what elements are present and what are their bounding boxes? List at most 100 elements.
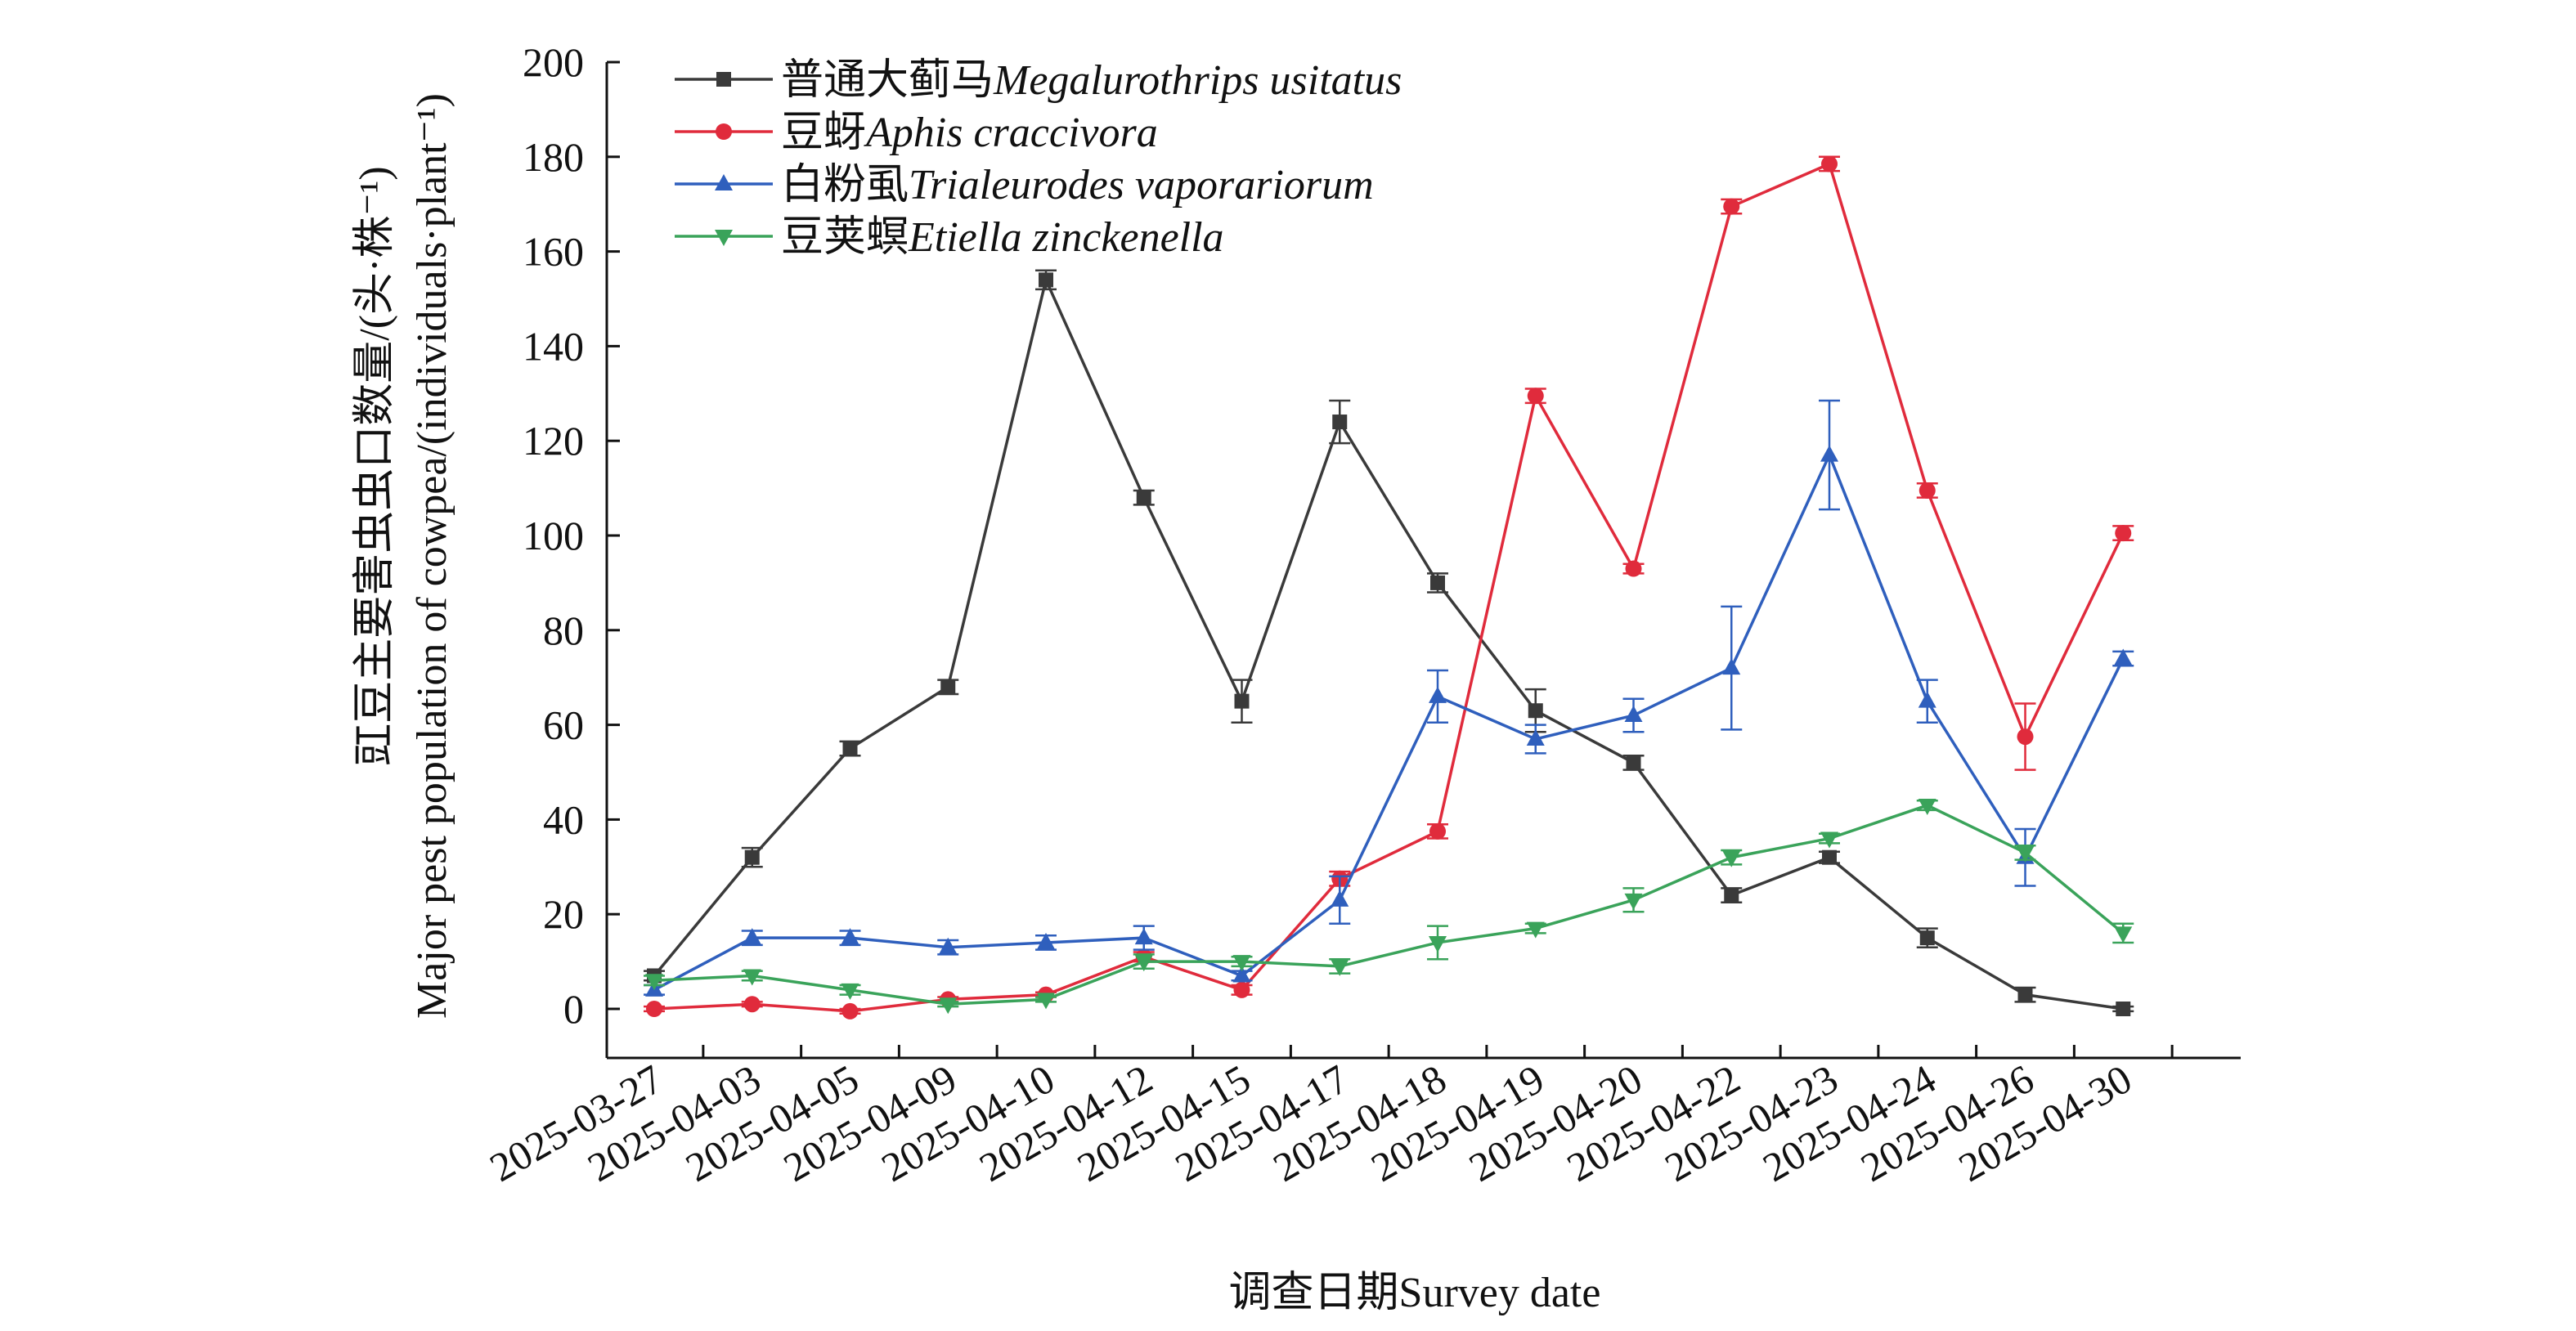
data-point bbox=[2017, 728, 2034, 746]
data-point bbox=[743, 928, 761, 945]
data-point bbox=[1136, 490, 1151, 505]
legend-marker bbox=[715, 230, 733, 246]
data-point bbox=[1232, 955, 1251, 972]
y-tick-label: 80 bbox=[543, 607, 584, 653]
data-point bbox=[1232, 966, 1251, 983]
data-point bbox=[1723, 198, 1740, 215]
data-point bbox=[2116, 1002, 2131, 1016]
data-point bbox=[1332, 415, 1348, 430]
series-trialeurodes-vaporariorum bbox=[644, 399, 2134, 997]
data-point bbox=[744, 849, 760, 865]
data-point bbox=[939, 937, 958, 954]
legend-marker bbox=[716, 72, 731, 87]
data-point bbox=[1037, 993, 1055, 1010]
legend-label-chinese: 白粉虱 bbox=[781, 162, 909, 208]
y-tick-label: 60 bbox=[543, 702, 584, 748]
data-point bbox=[1526, 921, 1545, 939]
legend-label: 白粉虱Trialeurodes vaporariorum bbox=[781, 162, 1374, 208]
data-point bbox=[1234, 693, 1250, 709]
legend-label-latin: Aphis craccivora bbox=[864, 110, 1158, 156]
data-point bbox=[842, 741, 858, 756]
data-point bbox=[1429, 935, 1447, 952]
series-aphis-craccivora bbox=[644, 155, 2134, 1020]
legend-entry: 白粉虱Trialeurodes vaporariorum bbox=[675, 162, 1374, 208]
y-tick-label: 120 bbox=[523, 418, 584, 464]
data-point bbox=[1918, 691, 1936, 708]
data-point bbox=[1331, 959, 1349, 976]
data-point bbox=[841, 928, 859, 945]
data-point bbox=[1722, 658, 1741, 675]
data-point bbox=[841, 1002, 859, 1020]
data-point bbox=[1429, 686, 1447, 703]
legend: 普通大蓟马Megalurothrips usitatus 豆蚜Aphis crac… bbox=[675, 57, 1402, 261]
data-point bbox=[1624, 893, 1643, 910]
y-tick-label: 160 bbox=[523, 229, 584, 275]
series-megalurothrips-usitatus bbox=[644, 269, 2134, 1016]
data-point bbox=[940, 679, 956, 695]
data-point bbox=[2114, 926, 2133, 943]
data-point bbox=[2017, 987, 2033, 1002]
data-point bbox=[1039, 272, 1053, 288]
data-point bbox=[1820, 445, 1838, 462]
data-point bbox=[1134, 928, 1153, 945]
data-point bbox=[1919, 930, 1935, 946]
data-point bbox=[1919, 482, 1936, 499]
data-point bbox=[1528, 703, 1543, 719]
y-tick-label: 180 bbox=[523, 134, 584, 180]
y-axis-title-english: Major pest population of cowpea/(individ… bbox=[409, 93, 456, 1019]
data-point bbox=[743, 969, 761, 986]
data-point bbox=[2114, 648, 2133, 666]
data-point bbox=[1821, 155, 1838, 173]
data-point bbox=[1429, 822, 1446, 840]
legend-label-chinese: 豆蚜 bbox=[781, 110, 866, 156]
data-point bbox=[1430, 575, 1445, 590]
data-point bbox=[1037, 932, 1055, 949]
data-point bbox=[2115, 525, 2132, 542]
legend-marker bbox=[716, 123, 732, 140]
data-point bbox=[1233, 981, 1250, 998]
legend-entry: 豆荚螟Etiella zinckenella bbox=[675, 214, 1224, 261]
data-point bbox=[1724, 888, 1739, 903]
data-point bbox=[841, 983, 859, 1000]
data-point bbox=[1918, 799, 1936, 816]
legend-label-latin: Etiella zinckenella bbox=[908, 214, 1224, 261]
data-point bbox=[1134, 955, 1153, 972]
y-tick-label: 40 bbox=[543, 796, 584, 842]
legend-label: 豆蚜Aphis craccivora bbox=[781, 110, 1158, 156]
data-point bbox=[645, 974, 663, 991]
legend-label-chinese: 普通大蓟马 bbox=[781, 57, 994, 104]
legend-label: 豆荚螟Etiella zinckenella bbox=[781, 214, 1224, 261]
data-point bbox=[1331, 890, 1349, 907]
y-axis-title-chinese: 豇豆主要害虫虫口数量/(头·株⁻¹) bbox=[352, 166, 398, 765]
data-point bbox=[646, 1001, 662, 1017]
data-point bbox=[1624, 706, 1643, 723]
series-layer bbox=[644, 155, 2134, 1020]
series-line bbox=[653, 804, 2125, 1006]
data-point bbox=[1526, 728, 1545, 746]
y-tick-label: 100 bbox=[523, 513, 584, 558]
legend-label-latin: Trialeurodes vaporariorum bbox=[909, 162, 1374, 208]
data-point bbox=[1820, 831, 1838, 849]
legend-marker bbox=[715, 174, 733, 190]
data-point bbox=[1625, 560, 1642, 577]
y-tick-label: 20 bbox=[543, 891, 584, 937]
y-tick-label: 140 bbox=[523, 323, 584, 369]
legend-entry: 豆蚜Aphis craccivora bbox=[675, 110, 1158, 156]
data-point bbox=[1626, 755, 1641, 770]
legend-label-chinese: 豆荚螟 bbox=[781, 214, 909, 261]
legend-label: 普通大蓟马Megalurothrips usitatus bbox=[781, 57, 1402, 104]
data-point bbox=[1722, 850, 1741, 867]
data-point bbox=[1527, 388, 1544, 405]
data-point bbox=[939, 997, 958, 1015]
legend-entry: 普通大蓟马Megalurothrips usitatus bbox=[675, 57, 1402, 104]
data-point bbox=[2016, 845, 2035, 863]
series-line bbox=[653, 451, 2125, 992]
series-line bbox=[653, 275, 2124, 1011]
y-tick-label: 200 bbox=[523, 39, 584, 85]
data-point bbox=[743, 996, 761, 1013]
x-axis-title: 调查日期Survey date bbox=[1229, 1270, 1601, 1316]
data-point bbox=[1822, 849, 1837, 865]
y-tick-label: 0 bbox=[563, 986, 584, 1032]
legend-label-latin: Megalurothrips usitatus bbox=[993, 57, 1402, 104]
